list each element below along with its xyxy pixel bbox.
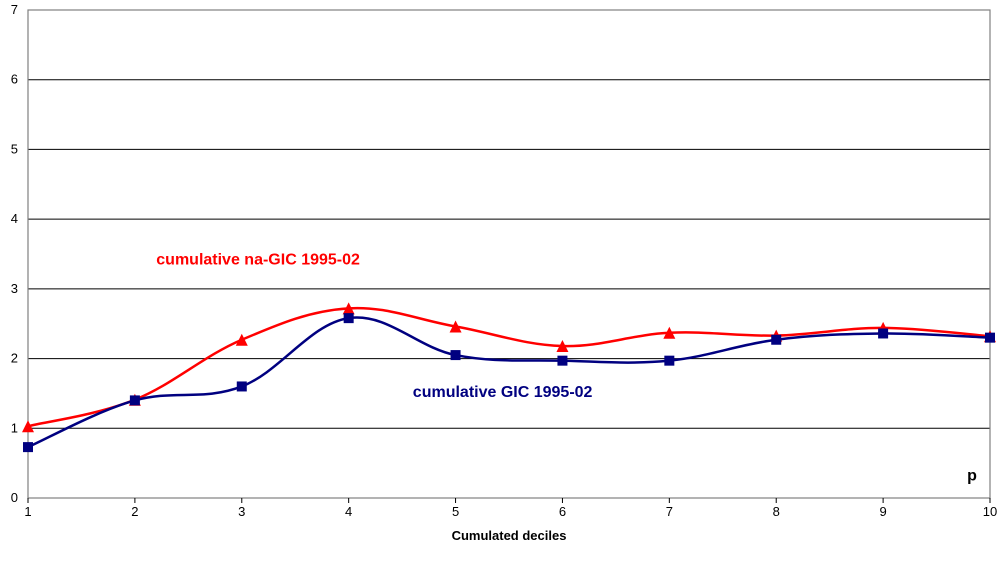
marker-gic (23, 442, 33, 452)
marker-gic (451, 350, 461, 360)
chart-bg (0, 0, 1004, 561)
p-label: p (967, 468, 977, 485)
y-tick-label: 2 (11, 351, 18, 366)
y-tick-label: 7 (11, 2, 18, 17)
marker-gic (771, 335, 781, 345)
series-label-gic: cumulative GIC 1995-02 (413, 384, 593, 401)
y-tick-label: 3 (11, 281, 18, 296)
x-axis-title: Cumulated deciles (452, 528, 567, 543)
x-tick-label: 7 (666, 504, 673, 519)
x-tick-label: 3 (238, 504, 245, 519)
x-tick-label: 5 (452, 504, 459, 519)
x-tick-label: 6 (559, 504, 566, 519)
y-tick-label: 5 (11, 141, 18, 156)
marker-gic (664, 356, 674, 366)
x-tick-label: 8 (773, 504, 780, 519)
marker-gic (344, 313, 354, 323)
series-label-na_gic: cumulative na-GIC 1995-02 (156, 251, 360, 268)
marker-gic (985, 333, 995, 343)
x-tick-label: 9 (879, 504, 886, 519)
marker-gic (130, 395, 140, 405)
y-tick-label: 0 (11, 490, 18, 505)
x-tick-label: 2 (131, 504, 138, 519)
y-tick-label: 1 (11, 420, 18, 435)
x-tick-label: 4 (345, 504, 352, 519)
marker-gic (237, 381, 247, 391)
y-tick-label: 4 (11, 211, 18, 226)
x-tick-label: 1 (24, 504, 31, 519)
y-tick-label: 6 (11, 72, 18, 87)
marker-gic (878, 328, 888, 338)
chart-container: 0123456712345678910Cumulated decilespcum… (0, 0, 1004, 561)
line-chart: 0123456712345678910Cumulated decilespcum… (0, 0, 1004, 561)
marker-gic (557, 356, 567, 366)
x-tick-label: 10 (983, 504, 997, 519)
